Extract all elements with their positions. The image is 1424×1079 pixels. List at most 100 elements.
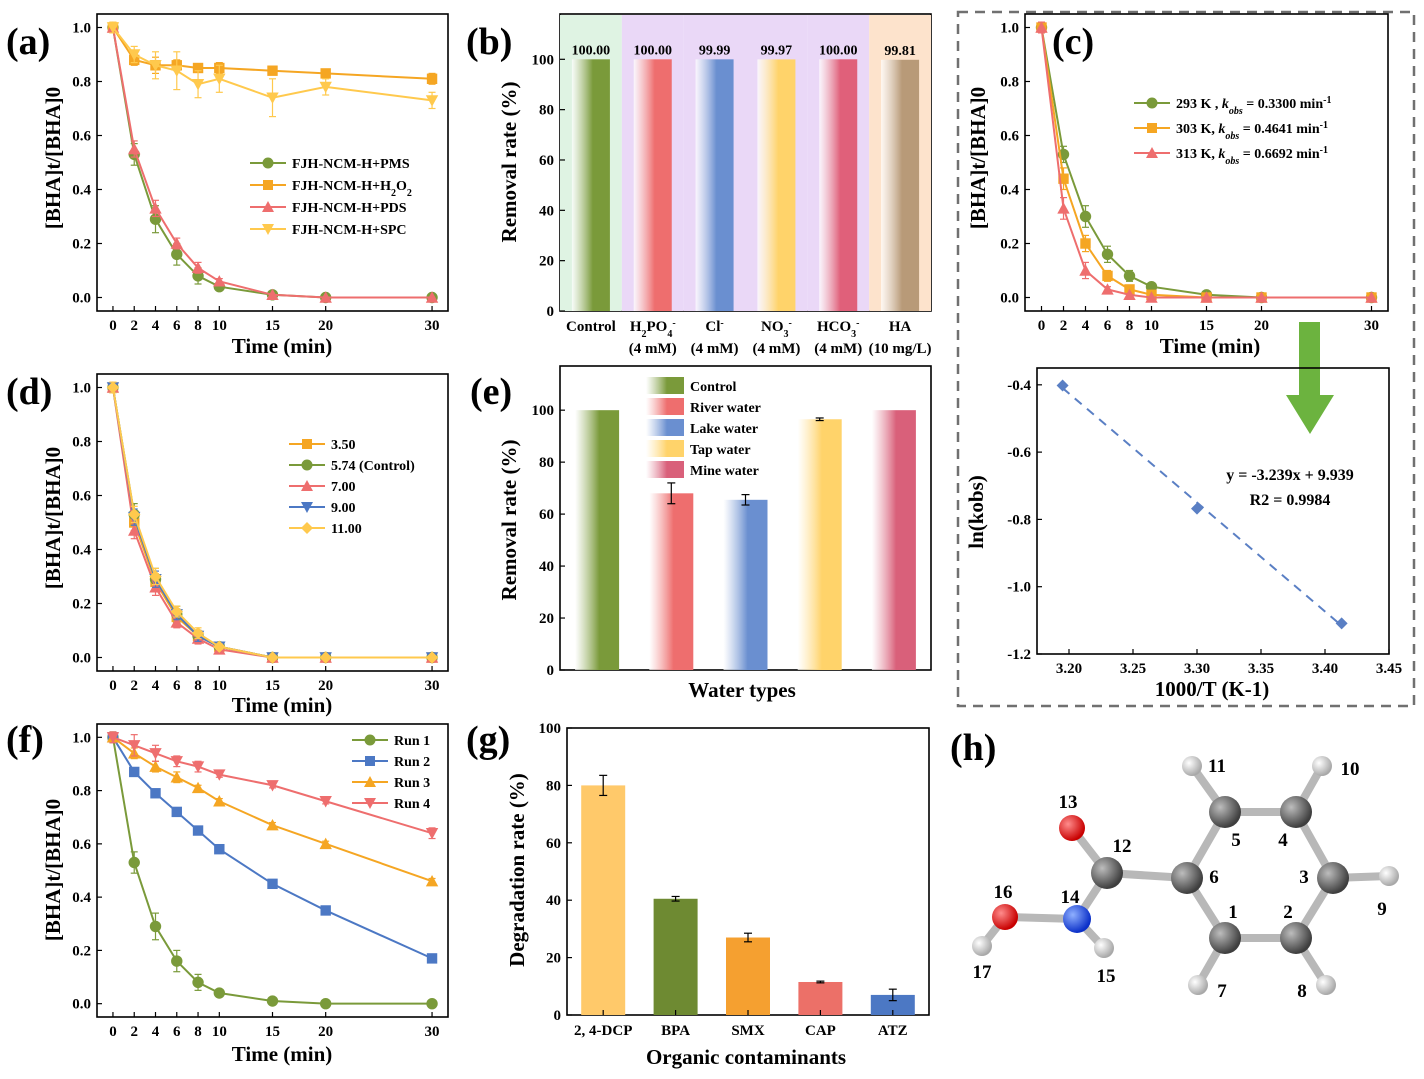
g-bar bbox=[581, 785, 626, 1015]
f-data-point bbox=[149, 920, 162, 933]
c-ytick-label: 0.2 bbox=[1000, 237, 1019, 253]
a-legend-marker bbox=[262, 224, 274, 235]
c-legend-marker bbox=[1146, 97, 1158, 109]
h-atom-label: 2 bbox=[1283, 902, 1293, 923]
panel-d-ylabel: [BHA]t/[BHA]0 bbox=[41, 447, 65, 589]
a-data-point bbox=[426, 73, 438, 84]
f-legend-marker bbox=[365, 756, 375, 766]
b-ytick-label: 100 bbox=[532, 52, 555, 68]
h-atom-label: 8 bbox=[1297, 981, 1307, 1002]
d-ytick-label: 0.6 bbox=[72, 489, 91, 505]
b-value-label: 100.00 bbox=[634, 43, 673, 58]
f-data-point bbox=[213, 987, 226, 999]
h-atom-7 bbox=[1188, 975, 1208, 995]
a-legend-marker bbox=[263, 180, 273, 190]
a-ytick-label: 0.4 bbox=[72, 183, 91, 199]
c-data-point bbox=[1079, 210, 1092, 223]
b-category-sublabel: (4 mM) bbox=[814, 341, 862, 357]
f-xtick-label: 2 bbox=[130, 1024, 138, 1040]
g-category-label: 2, 4-DCP bbox=[574, 1023, 632, 1039]
b-ytick-label: 20 bbox=[539, 254, 554, 270]
e-ytick-label: 20 bbox=[539, 611, 554, 627]
h-atom-label: 7 bbox=[1217, 981, 1227, 1002]
a-legend-marker bbox=[262, 201, 274, 212]
e-legend-swatch bbox=[646, 377, 684, 394]
panel-f-ylabel: [BHA]t/[BHA]0 bbox=[41, 799, 65, 941]
c-legend-marker bbox=[1147, 123, 1157, 133]
d-xtick-label: 20 bbox=[318, 678, 333, 694]
a-data-point bbox=[149, 202, 162, 214]
d-xtick-label: 8 bbox=[194, 678, 202, 694]
d-ytick-label: 0.4 bbox=[72, 543, 91, 559]
d-legend-label: 11.00 bbox=[331, 522, 362, 537]
c-series-line bbox=[1040, 27, 1372, 299]
d-xtick-label: 30 bbox=[425, 678, 440, 694]
f-data-point bbox=[149, 760, 162, 772]
d-xtick-label: 2 bbox=[130, 678, 138, 694]
g-bar bbox=[870, 994, 915, 1015]
c-series-line bbox=[1040, 27, 1372, 299]
e-ytick-label: 0 bbox=[547, 663, 555, 679]
c-data-point bbox=[1057, 202, 1070, 214]
f-ytick-label: 1.0 bbox=[72, 730, 91, 746]
a-xtick-label: 4 bbox=[152, 318, 160, 334]
panel-label-c: (c) bbox=[1052, 21, 1094, 63]
b-value-label: 100.00 bbox=[819, 43, 858, 58]
f-data-point bbox=[425, 828, 439, 840]
f-ytick-label: 0.2 bbox=[72, 943, 91, 959]
f-data-point bbox=[425, 874, 439, 887]
f-data-point bbox=[170, 771, 183, 783]
e-legend-swatch bbox=[646, 419, 684, 436]
c-data-point bbox=[1035, 21, 1048, 33]
g-bar bbox=[798, 981, 843, 1015]
c-lower-ytick-label: -0.8 bbox=[1007, 512, 1031, 528]
f-data-point bbox=[192, 976, 204, 989]
h-atom-label: 6 bbox=[1209, 867, 1219, 888]
panel-g-xlabel: Organic contaminants bbox=[646, 1045, 846, 1069]
h-atom-16 bbox=[992, 904, 1018, 930]
c-lower-ytick-label: -0.4 bbox=[1007, 378, 1031, 394]
f-data-point bbox=[267, 878, 278, 890]
f-data-point bbox=[214, 843, 225, 855]
f-data-point bbox=[213, 795, 226, 807]
c-legend-label: 293 K , kobs = 0.3300 min-1 bbox=[1176, 95, 1331, 117]
e-legend-label: Control bbox=[690, 380, 737, 395]
b-bar bbox=[571, 59, 610, 311]
f-data-point bbox=[150, 788, 161, 799]
f-xtick-label: 30 bbox=[425, 1024, 440, 1040]
f-ytick-label: 0.4 bbox=[72, 890, 91, 906]
f-data-point bbox=[319, 837, 332, 850]
c-data-point bbox=[1102, 270, 1113, 282]
a-data-point bbox=[192, 62, 204, 74]
g-category-label: ATZ bbox=[878, 1023, 908, 1039]
d-series-line bbox=[111, 387, 433, 659]
a-ytick-label: 0.6 bbox=[72, 129, 91, 145]
f-data-point bbox=[170, 756, 183, 768]
d-series-line bbox=[111, 387, 433, 659]
d-legend-marker bbox=[301, 522, 313, 534]
g-bar bbox=[653, 898, 698, 1015]
c-lower-xtick-label: 3.20 bbox=[1056, 661, 1082, 677]
panel-g-ylabel: Degradation rate (%) bbox=[505, 773, 529, 967]
f-xtick-label: 10 bbox=[212, 1024, 227, 1040]
h-atom-5 bbox=[1209, 796, 1241, 828]
c-xtick-label: 10 bbox=[1144, 318, 1159, 334]
panel-c-lower-ylabel: ln(kobs) bbox=[964, 475, 988, 549]
a-data-point bbox=[213, 73, 226, 85]
f-data-point bbox=[106, 732, 120, 744]
b-category-sublabel: (4 mM) bbox=[629, 341, 677, 357]
c-xtick-label: 15 bbox=[1199, 318, 1214, 334]
c-ytick-label: 0.0 bbox=[1000, 291, 1019, 307]
c-lower-fit-line bbox=[1061, 387, 1343, 627]
a-ytick-label: 0.2 bbox=[72, 237, 91, 253]
e-bar bbox=[723, 499, 768, 670]
h-atom-label: 12 bbox=[1113, 836, 1132, 857]
c-xtick-label: 30 bbox=[1364, 318, 1379, 334]
panel-label-g: (g) bbox=[466, 719, 510, 761]
panel-d-frame bbox=[96, 373, 449, 672]
d-xtick-label: 6 bbox=[173, 678, 181, 694]
h-atom-11 bbox=[1182, 756, 1202, 776]
d-series-line bbox=[111, 387, 433, 659]
a-legend-marker bbox=[262, 157, 274, 169]
